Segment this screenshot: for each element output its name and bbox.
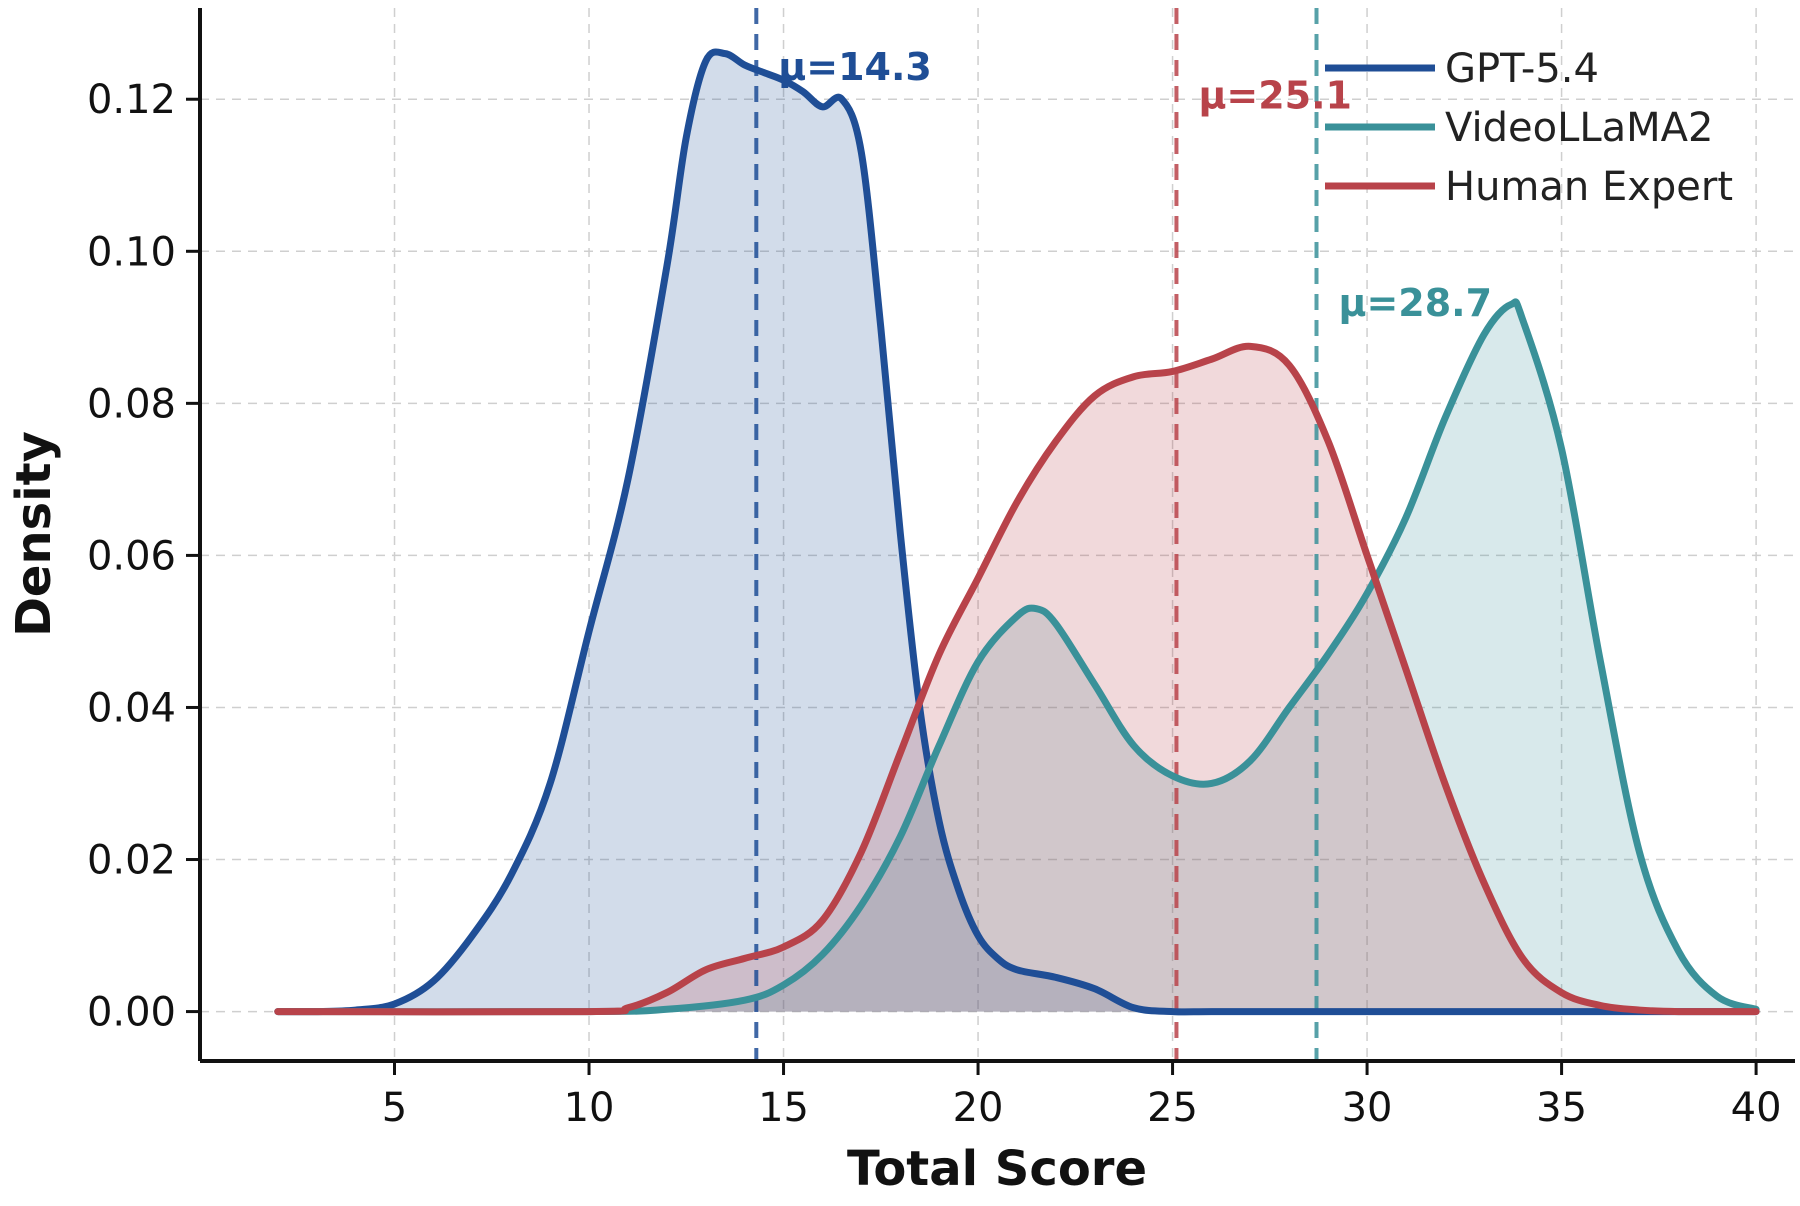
videollama2-density-fill xyxy=(277,301,1757,1012)
y-axis-title: Density xyxy=(6,431,62,637)
y-tick-label: 0.10 xyxy=(87,229,176,275)
mean-lines xyxy=(754,8,1319,1061)
human-expert-density-fill xyxy=(277,346,1757,1012)
x-tick-label: 30 xyxy=(1342,1085,1393,1131)
y-tick-label: 0.08 xyxy=(87,381,176,427)
gpt-5-4-mean-label: μ=14.3 xyxy=(778,45,932,89)
x-tick-label: 20 xyxy=(953,1085,1004,1131)
y-tick-label: 0.12 xyxy=(87,77,176,123)
y-tick-label: 0.02 xyxy=(87,838,176,884)
axes xyxy=(198,8,1795,1063)
videollama2-mean-label: μ=28.7 xyxy=(1339,281,1493,325)
density-fills xyxy=(277,51,1757,1012)
mean-labels: μ=14.3 μ=28.7 μ=25.1 xyxy=(778,45,1492,325)
human-expert-density-line xyxy=(274,342,1760,1016)
x-tick-label: 15 xyxy=(758,1085,809,1131)
gpt-5-4-density-fill xyxy=(277,51,1757,1012)
videollama2-density-line xyxy=(274,298,1760,1016)
density-lines xyxy=(274,48,1760,1016)
x-tick-label: 35 xyxy=(1536,1085,1587,1131)
gpt-5-4-density-line xyxy=(274,48,1760,1016)
legend: GPT-5.4 VideoLLaMA2 Human Expert xyxy=(1325,46,1733,210)
x-axis-title: Total Score xyxy=(847,1141,1147,1197)
x-tick-label: 40 xyxy=(1731,1085,1782,1131)
x-tick-label: 5 xyxy=(382,1085,407,1131)
x-tick-label: 25 xyxy=(1147,1085,1198,1131)
y-tick-label: 0.06 xyxy=(87,533,176,579)
videollama2-legend-label: VideoLLaMA2 xyxy=(1445,105,1713,151)
human-expert-mean-label: μ=25.1 xyxy=(1198,73,1352,117)
axis-ticks: 5 10 15 20 25 30 35 40 0.00 0.02 0.04 0.06 0.08 0.10 0… xyxy=(87,77,1782,1131)
x-tick-label: 10 xyxy=(564,1085,615,1131)
y-tick-label: 0.04 xyxy=(87,685,176,731)
y-tick-label: 0.00 xyxy=(87,990,176,1036)
human-expert-legend-label: Human Expert xyxy=(1445,164,1733,210)
gpt-5-4-legend-label: GPT-5.4 xyxy=(1445,46,1599,92)
